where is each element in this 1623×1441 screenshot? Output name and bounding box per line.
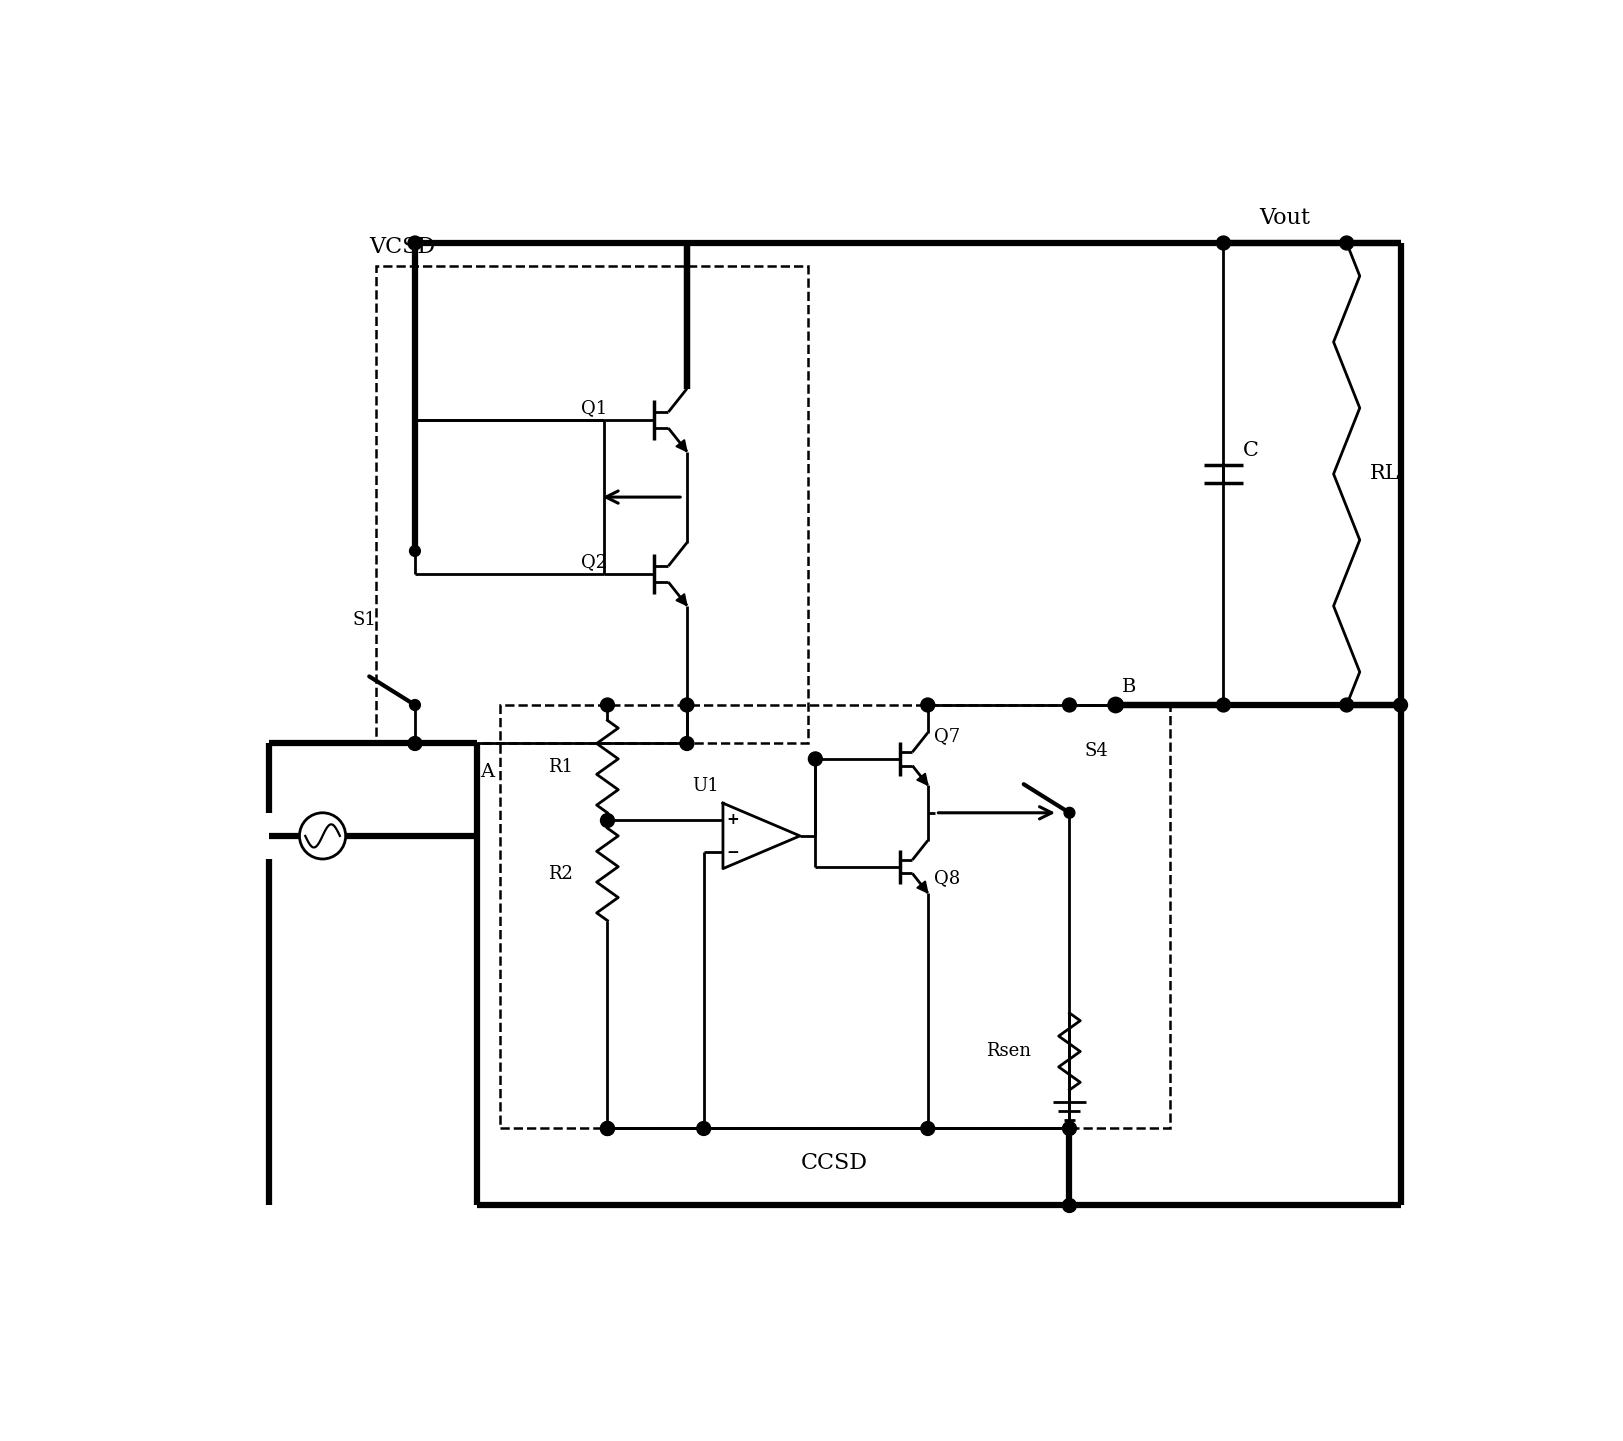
Text: B: B [1121, 677, 1136, 696]
Text: A: A [480, 762, 495, 781]
Circle shape [407, 736, 422, 751]
Circle shape [409, 699, 420, 710]
Circle shape [680, 736, 693, 751]
Text: CCSD: CCSD [800, 1151, 868, 1173]
Text: −: − [725, 844, 738, 860]
Circle shape [1393, 697, 1407, 712]
Circle shape [808, 752, 821, 765]
Text: Q7: Q7 [933, 726, 959, 745]
Text: R2: R2 [547, 866, 573, 883]
Circle shape [680, 697, 693, 712]
Text: Q2: Q2 [581, 553, 607, 572]
Text: Vout: Vout [1259, 208, 1310, 229]
Text: Q1: Q1 [581, 399, 607, 418]
Text: VCSD: VCSD [368, 236, 435, 258]
Bar [377, 267, 807, 744]
Text: S4: S4 [1084, 742, 1109, 761]
Text: S1: S1 [352, 611, 377, 630]
Text: Q8: Q8 [933, 869, 959, 888]
Circle shape [409, 546, 420, 556]
Circle shape [1216, 236, 1230, 249]
Circle shape [1063, 699, 1074, 710]
Circle shape [1216, 697, 1230, 712]
Circle shape [1061, 697, 1076, 712]
Circle shape [601, 814, 613, 827]
Bar [500, 705, 1169, 1128]
Circle shape [1061, 1199, 1076, 1212]
Polygon shape [675, 594, 687, 605]
Circle shape [1339, 236, 1352, 249]
Circle shape [1339, 697, 1352, 712]
Polygon shape [917, 880, 927, 893]
Text: RL: RL [1368, 464, 1399, 484]
Circle shape [407, 236, 422, 249]
Text: U1: U1 [691, 778, 719, 795]
Circle shape [601, 1121, 613, 1136]
Polygon shape [675, 440, 687, 451]
Circle shape [1063, 807, 1074, 818]
Circle shape [601, 697, 613, 712]
Text: C: C [1242, 441, 1258, 460]
Circle shape [1107, 697, 1123, 713]
Polygon shape [917, 774, 927, 785]
Text: R1: R1 [547, 758, 573, 775]
Circle shape [601, 1121, 613, 1136]
Text: +: + [725, 813, 738, 827]
Circle shape [920, 1121, 935, 1136]
Circle shape [1061, 1121, 1076, 1136]
Text: Rsen: Rsen [985, 1042, 1031, 1061]
Circle shape [920, 697, 935, 712]
Circle shape [696, 1121, 711, 1136]
